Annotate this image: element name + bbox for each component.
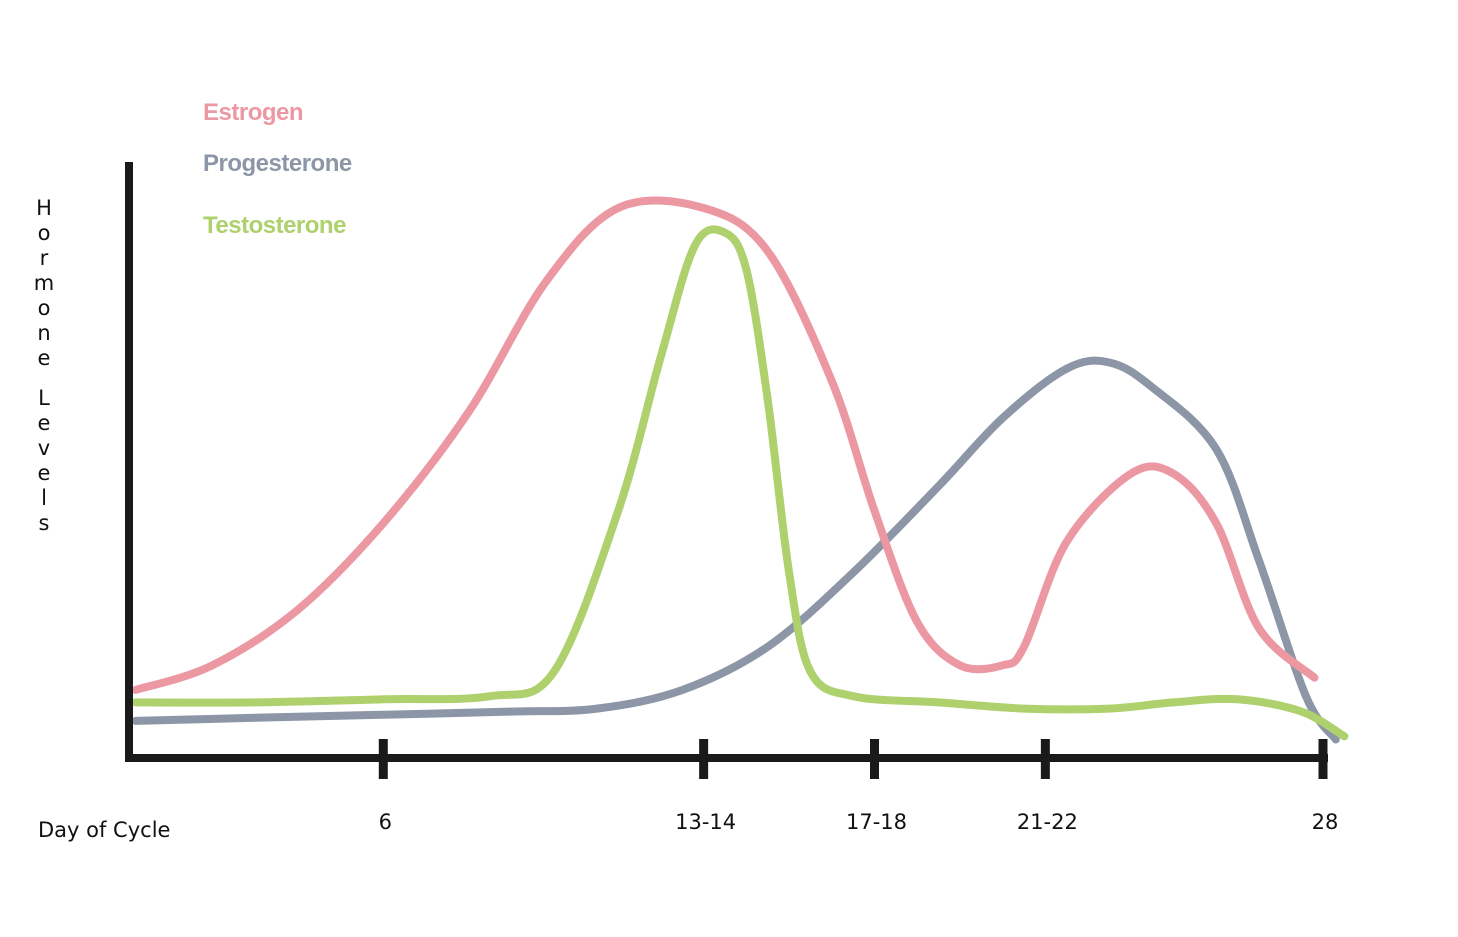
x-tick-label-1: 6 <box>379 810 392 834</box>
x-tick-label-3: 17-18 <box>846 810 907 834</box>
y-axis-title-char: L <box>38 386 50 410</box>
y-axis-title-char: r <box>40 246 49 270</box>
series-layer <box>131 196 1349 744</box>
y-axis-title-char: n <box>37 321 50 345</box>
legend-entry-estrogen: Estrogen <box>203 99 303 126</box>
x-axis-title: Day of Cycle <box>38 818 170 842</box>
y-axis-title-char: m <box>34 271 54 295</box>
series-line-progesterone <box>131 356 1340 744</box>
ticks-layer: 6 13-14 17-18 21-22 28 <box>379 739 1339 834</box>
legend-entry-testosterone: Testosterone <box>203 212 346 239</box>
legend-entry-progesterone: Progesterone <box>203 150 352 177</box>
y-axis-title-char: o <box>38 296 51 320</box>
y-axis-title-char: v <box>38 436 50 460</box>
series-line-testosterone <box>131 225 1349 741</box>
series-line-estrogen <box>131 196 1319 694</box>
y-axis-title-char: s <box>39 511 50 535</box>
y-axis-title-char: o <box>38 221 51 245</box>
y-axis-title-char: e <box>38 411 51 435</box>
y-axis-title-char: e <box>38 346 51 370</box>
x-tick-label-5: 28 <box>1312 810 1339 834</box>
y-axis-title-char: l <box>41 486 47 510</box>
x-tick-label-2: 13-14 <box>675 810 736 834</box>
x-tick-label-4: 21-22 <box>1017 810 1078 834</box>
y-axis-title-char: H <box>36 196 52 220</box>
axes-layer <box>125 162 1328 762</box>
y-axis-title-char: e <box>38 461 51 485</box>
legend: Estrogen Progesterone Testosterone <box>203 99 352 239</box>
